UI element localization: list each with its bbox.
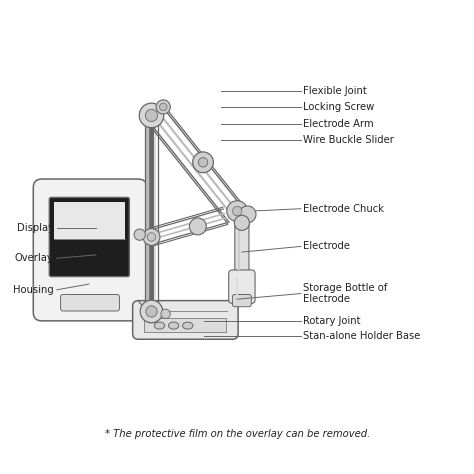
Circle shape (239, 206, 256, 223)
Circle shape (190, 218, 206, 235)
Circle shape (227, 201, 247, 221)
FancyBboxPatch shape (228, 270, 255, 303)
Circle shape (198, 157, 208, 167)
Circle shape (192, 152, 213, 173)
Text: * The protective film on the overlay can be removed.: * The protective film on the overlay can… (105, 429, 370, 439)
Circle shape (140, 300, 163, 323)
Text: Flexible Joint: Flexible Joint (303, 86, 367, 96)
Text: Stan-alone Holder Base: Stan-alone Holder Base (303, 331, 420, 341)
Circle shape (139, 103, 164, 128)
Text: Electrode Arm: Electrode Arm (303, 119, 374, 129)
Bar (54, 202, 125, 239)
Circle shape (159, 103, 167, 111)
Circle shape (143, 228, 160, 246)
Circle shape (146, 306, 157, 317)
FancyBboxPatch shape (235, 223, 249, 275)
Text: Electrode Chuck: Electrode Chuck (303, 204, 384, 214)
Text: Wire Buckle Slider: Wire Buckle Slider (303, 136, 394, 146)
Circle shape (156, 100, 170, 114)
FancyBboxPatch shape (232, 294, 251, 307)
Circle shape (234, 215, 249, 230)
Ellipse shape (155, 322, 164, 329)
Circle shape (147, 233, 155, 241)
Circle shape (146, 109, 157, 121)
Ellipse shape (182, 322, 193, 329)
FancyBboxPatch shape (49, 197, 129, 277)
Text: Housing: Housing (13, 285, 54, 295)
Text: Overlay: Overlay (15, 253, 54, 263)
Text: Display: Display (17, 223, 54, 233)
Text: Storage Bottle of
Electrode: Storage Bottle of Electrode (303, 283, 387, 304)
Circle shape (232, 206, 242, 216)
Ellipse shape (168, 322, 179, 329)
Text: Electrode: Electrode (303, 241, 350, 251)
Circle shape (161, 309, 170, 319)
FancyBboxPatch shape (33, 179, 147, 321)
Bar (54, 240, 125, 273)
FancyBboxPatch shape (61, 294, 119, 311)
FancyBboxPatch shape (133, 301, 238, 339)
Text: Locking Screw: Locking Screw (303, 102, 374, 112)
Bar (144, 318, 226, 332)
Circle shape (134, 229, 146, 240)
Text: Rotary Joint: Rotary Joint (303, 316, 361, 326)
